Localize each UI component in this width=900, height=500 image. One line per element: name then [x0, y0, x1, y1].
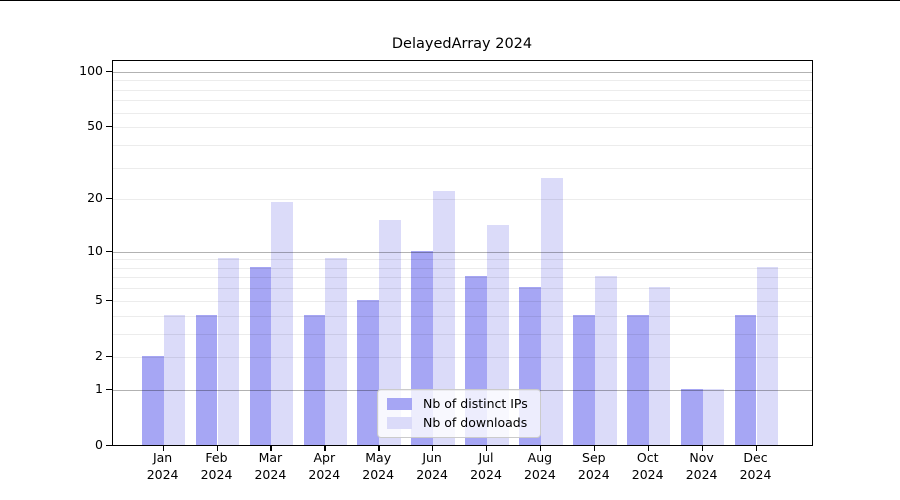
gridline-minor	[113, 89, 812, 91]
bar-ips-sep	[573, 314, 595, 445]
legend-swatch-distinct-ips	[387, 397, 412, 411]
gridline-minor	[113, 288, 812, 290]
gridline-minor	[113, 100, 812, 102]
y-axis-tick-label: 100	[79, 62, 103, 78]
gridline-major	[113, 71, 812, 73]
x-axis-label-jan: Jan 2024	[146, 450, 179, 482]
x-axis-tick	[755, 446, 757, 451]
x-axis-label-apr: Apr 2024	[308, 450, 341, 482]
x-axis-tick	[486, 446, 488, 451]
x-axis-label-aug: Aug 2024	[523, 450, 556, 482]
x-axis-tick	[216, 446, 218, 451]
bar-ips-nov	[680, 388, 703, 445]
y-axis-tick	[106, 355, 112, 358]
x-axis-label-feb: Feb 2024	[200, 450, 233, 482]
y-axis-tick-label: 20	[87, 190, 103, 206]
gridline-minor	[113, 300, 812, 302]
legend-item-downloads: Nb of downloads	[387, 416, 528, 430]
x-axis-tick	[324, 446, 326, 451]
y-axis-tick	[106, 70, 112, 73]
x-axis-label-jul: Jul 2024	[470, 450, 502, 482]
legend: Nb of distinct IPs Nb of downloads	[377, 389, 541, 438]
gridline-minor	[113, 167, 812, 169]
bar-downloads-dec	[756, 266, 779, 445]
legend-label-downloads: Nb of downloads	[423, 415, 528, 430]
legend-swatch-downloads	[387, 416, 412, 430]
bar-downloads-apr	[325, 258, 348, 445]
y-axis-tick	[106, 250, 112, 252]
x-axis-label-nov: Nov 2024	[685, 450, 718, 482]
y-axis-tick	[106, 299, 112, 302]
bar-downloads-jan	[163, 314, 186, 445]
y-axis-tick-label: 50	[87, 118, 103, 134]
bar-downloads-mar	[271, 202, 294, 445]
bar-downloads-jun	[433, 190, 455, 445]
gridline-minor	[113, 199, 812, 201]
gridline-minor	[113, 80, 812, 82]
x-axis-label-oct: Oct 2024	[631, 450, 664, 482]
x-axis-label-dec: Dec 2024	[739, 450, 772, 482]
bar-ips-jan	[141, 355, 164, 445]
bar-ips-oct	[626, 314, 649, 445]
x-axis-label-mar: Mar 2024	[254, 450, 287, 482]
legend-label-distinct-ips: Nb of distinct IPs	[423, 396, 528, 411]
y-axis-tick-label: 5	[95, 291, 103, 307]
x-axis-tick	[378, 446, 380, 451]
plot-area: Nb of distinct IPs Nb of downloads	[112, 60, 813, 446]
bar-ips-apr	[303, 314, 326, 445]
y-axis-tick-label: 2	[95, 347, 103, 363]
bar-downloads-feb	[217, 258, 240, 445]
y-axis-tick	[106, 198, 112, 200]
x-axis-tick	[647, 446, 650, 451]
bar-ips-may	[357, 299, 380, 445]
x-axis-tick	[701, 446, 703, 451]
x-axis-tick	[539, 446, 542, 451]
bar-downloads-nov	[702, 388, 725, 445]
gridline-minor	[113, 144, 812, 146]
chart-title: DelayedArray 2024	[391, 36, 533, 52]
y-axis-tick-label: 1	[95, 380, 103, 396]
gridline-minor	[113, 127, 812, 129]
gridline-minor	[113, 315, 812, 317]
gridline-minor	[113, 356, 812, 358]
gridline-major	[113, 251, 812, 253]
x-axis-tick	[162, 446, 164, 451]
x-axis-tick	[270, 446, 272, 451]
gridline-minor	[113, 277, 812, 279]
y-axis-tick	[106, 126, 112, 128]
bar-downloads-oct	[648, 287, 671, 445]
gridline-minor	[113, 333, 812, 335]
x-axis-label-may: May 2024	[362, 450, 395, 482]
gridline-minor	[113, 267, 812, 269]
bar-ips-feb	[195, 314, 218, 445]
top-divider-line	[0, 0, 900, 1]
y-axis-tick-label: 0	[95, 437, 103, 452]
bar-ips-mar	[249, 266, 272, 445]
x-axis-tick	[593, 446, 596, 451]
gridline-minor	[113, 259, 812, 261]
x-axis-label-sep: Sep 2024	[577, 450, 610, 482]
gridline-minor	[113, 112, 812, 114]
y-axis-tick-label: 10	[87, 242, 103, 258]
bar-downloads-may	[379, 220, 401, 445]
bar-ips-dec	[734, 314, 757, 445]
x-axis-tick	[432, 446, 434, 451]
bar-downloads-aug	[540, 177, 563, 445]
x-axis-label-jun: Jun 2024	[416, 450, 448, 482]
legend-item-distinct-ips: Nb of distinct IPs	[387, 397, 528, 411]
bar-downloads-sep	[594, 276, 617, 445]
y-axis-tick	[106, 445, 112, 447]
y-axis-tick	[106, 388, 112, 391]
